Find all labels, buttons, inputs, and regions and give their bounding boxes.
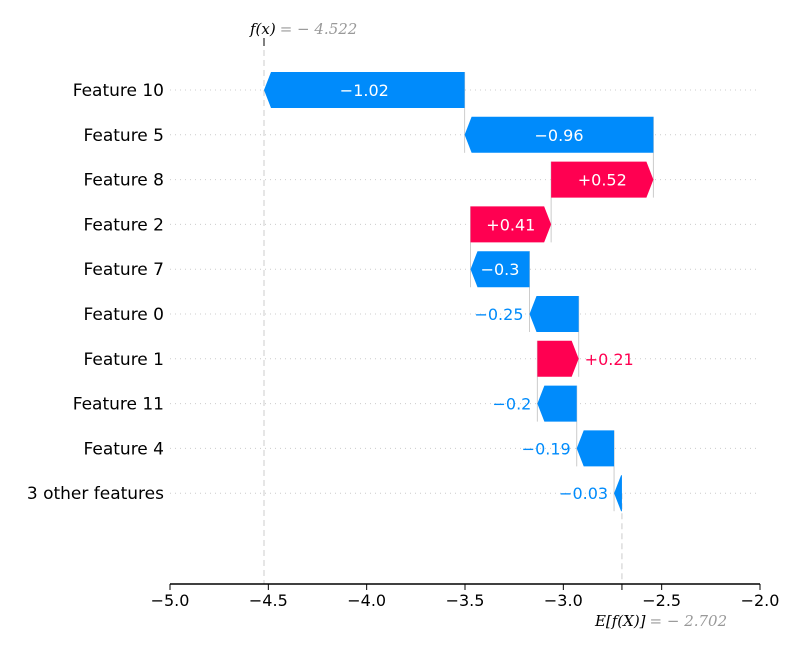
waterfall-bar [529, 296, 579, 332]
feature-label: Feature 11 [73, 395, 164, 415]
x-tick-label: −3.0 [544, 591, 583, 610]
feature-label: Feature 7 [84, 260, 164, 280]
waterfall-bar [470, 251, 530, 288]
fx-label: f(x) = − 4.522 [249, 20, 357, 38]
bar-value-label: +0.52 [578, 171, 627, 190]
bar-value-label: −0.19 [522, 439, 571, 458]
bar-value-label: −0.3 [481, 260, 520, 279]
waterfall-bar [264, 72, 465, 108]
x-tick-label: −2.0 [741, 591, 780, 610]
waterfall-bar [464, 116, 654, 153]
bar-value-label: −0.2 [493, 395, 532, 414]
bar-value-label: −0.03 [559, 484, 608, 503]
bar-value-label: +0.41 [486, 215, 535, 234]
bar-value-label: +0.21 [585, 350, 634, 369]
x-tick-label: −2.5 [642, 591, 681, 610]
feature-label: 3 other features [27, 484, 164, 504]
feature-label: Feature 0 [84, 305, 164, 325]
feature-label: Feature 1 [84, 350, 164, 370]
feature-label: Feature 10 [73, 81, 164, 101]
feature-label: Feature 2 [84, 215, 164, 235]
feature-label: Feature 8 [84, 171, 164, 191]
bar-value-label: −1.02 [340, 81, 389, 100]
feature-label: Feature 4 [84, 439, 164, 459]
x-tick-label: −4.5 [249, 591, 288, 610]
expected-label: E[f(X)] = − 2.702 [594, 612, 727, 630]
x-tick-label: −3.5 [446, 591, 485, 610]
waterfall-bar [470, 206, 552, 243]
waterfall-bar [551, 161, 654, 198]
waterfall-bar [614, 475, 622, 512]
x-tick-label: −4.0 [347, 591, 386, 610]
bar-value-label: −0.25 [474, 305, 523, 324]
x-tick-label: −5.0 [151, 591, 190, 610]
waterfall-bar [576, 430, 615, 467]
feature-label: Feature 5 [84, 126, 164, 146]
waterfall-bar [537, 385, 577, 422]
waterfall-bar [537, 340, 579, 377]
bar-value-label: −0.96 [534, 126, 583, 145]
